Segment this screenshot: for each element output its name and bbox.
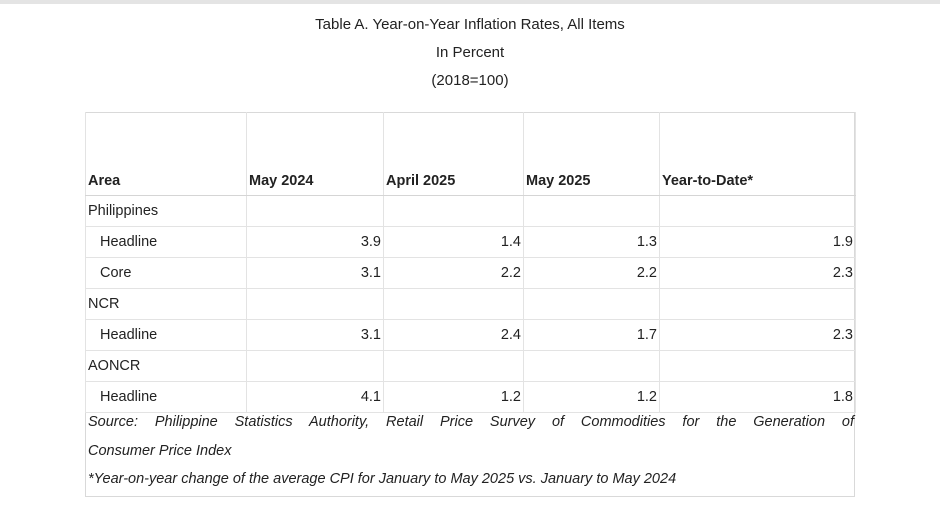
row-area-label: Core: [85, 257, 247, 289]
cell-may-2024: 4.1: [246, 381, 384, 413]
source-note-line2: Consumer Price Index: [88, 442, 232, 459]
cell-april-2025: 1.4: [383, 226, 524, 258]
inflation-table: Area May 2024 April 2025 May 2025 Year-t…: [85, 112, 856, 413]
table-row: Philippines: [85, 195, 856, 227]
table-base-year: (2018=100): [431, 72, 509, 89]
cell-year-to-date: 2.3: [659, 319, 856, 351]
cell-april-2025: [383, 195, 524, 227]
table-unit: In Percent: [435, 44, 505, 61]
header-may-2024: May 2024: [246, 112, 384, 196]
row-area-label: Headline: [85, 319, 247, 351]
cell-april-2025: 2.4: [383, 319, 524, 351]
cell-year-to-date: 1.8: [659, 381, 856, 413]
cell-year-to-date: [659, 195, 856, 227]
header-year-to-date: Year-to-Date*: [659, 112, 856, 196]
cell-year-to-date: [659, 350, 856, 382]
cell-april-2025: 1.2: [383, 381, 524, 413]
cell-may-2024: [246, 350, 384, 382]
cell-april-2025: [383, 350, 524, 382]
source-note-line1: Source: Philippine Statistics Authority,…: [88, 414, 854, 430]
header-row: Area May 2024 April 2025 May 2025 Year-t…: [85, 112, 856, 196]
cell-april-2025: [383, 288, 524, 320]
cell-may-2025: [523, 288, 660, 320]
cell-may-2024: 3.1: [246, 257, 384, 289]
source-note: Source: Philippine Statistics Authority,…: [88, 408, 854, 465]
cell-april-2025: 2.2: [383, 257, 524, 289]
table-row: NCR: [85, 288, 856, 320]
cell-may-2025: [523, 195, 660, 227]
row-area-label: Headline: [85, 381, 247, 413]
cell-may-2024: [246, 288, 384, 320]
cell-may-2024: 3.9: [246, 226, 384, 258]
cell-may-2024: 3.1: [246, 319, 384, 351]
table-notes: Source: Philippine Statistics Authority,…: [88, 408, 854, 494]
top-border-strip: [0, 0, 940, 4]
cell-year-to-date: 2.3: [659, 257, 856, 289]
table-body: Philippines Headline 3.9 1.4 1.3 1.9 Cor…: [85, 195, 856, 413]
header-may-2025: May 2025: [523, 112, 660, 196]
footnote: *Year-on-year change of the average CPI …: [88, 471, 677, 487]
table-row: AONCR: [85, 350, 856, 382]
cell-may-2024: [246, 195, 384, 227]
cell-may-2025: 2.2: [523, 257, 660, 289]
row-area-label: Headline: [85, 226, 247, 258]
row-area-label: NCR: [85, 288, 247, 320]
table-header: Area May 2024 April 2025 May 2025 Year-t…: [85, 112, 856, 196]
cell-year-to-date: [659, 288, 856, 320]
table-row: Headline 3.9 1.4 1.3 1.9: [85, 226, 856, 258]
table-title-block: Table A. Year-on-Year Inflation Rates, A…: [0, 11, 940, 95]
row-area-label: AONCR: [85, 350, 247, 382]
header-area: Area: [85, 112, 247, 196]
table-row: Core 3.1 2.2 2.2 2.3: [85, 257, 856, 289]
table-title: Table A. Year-on-Year Inflation Rates, A…: [315, 16, 625, 33]
cell-may-2025: 1.2: [523, 381, 660, 413]
cell-may-2025: [523, 350, 660, 382]
cell-year-to-date: 1.9: [659, 226, 856, 258]
row-area-label: Philippines: [85, 195, 247, 227]
table-row: Headline 3.1 2.4 1.7 2.3: [85, 319, 856, 351]
cell-may-2025: 1.3: [523, 226, 660, 258]
header-april-2025: April 2025: [383, 112, 524, 196]
table-row: Headline 4.1 1.2 1.2 1.8: [85, 381, 856, 413]
cell-may-2025: 1.7: [523, 319, 660, 351]
